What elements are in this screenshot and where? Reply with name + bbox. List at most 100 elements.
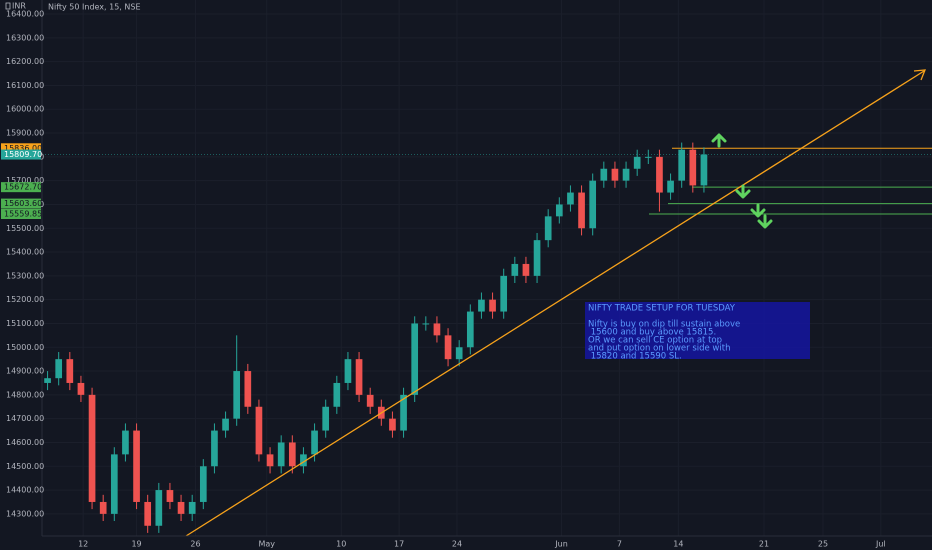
candle-body	[344, 359, 352, 383]
y-tick-label: 15100.00	[6, 319, 44, 328]
y-tick-label: 14500.00	[6, 462, 44, 471]
x-tick-label: 25	[818, 540, 828, 549]
candle-body	[322, 406, 330, 431]
y-tick-label: 14900.00	[6, 367, 44, 376]
candle-body	[433, 323, 441, 336]
candle-body	[644, 156, 652, 158]
y-tick-label: 15900.00	[6, 129, 44, 138]
candle-body	[689, 149, 697, 186]
candle-body	[389, 418, 396, 431]
candle-body	[500, 275, 508, 312]
price-labels: 15836.00 15672.70 15603.60 15559.85 15809.70	[1, 143, 42, 220]
y-tick-label: 16400.00	[6, 10, 44, 19]
candle-body	[700, 154, 708, 186]
candle-body	[255, 406, 263, 455]
annotation-line: Nifty is buy on dip till sustain above	[588, 320, 740, 330]
last-price-label: 15809.70	[4, 150, 42, 159]
x-tick-label: 26	[190, 540, 200, 549]
annotation-line: 15600 and buy above 15815.	[588, 328, 716, 338]
y-tick-label: 15300.00	[6, 271, 44, 280]
candle-body	[522, 263, 530, 276]
candle-body	[55, 359, 63, 379]
candle-body	[555, 204, 563, 217]
annotation-box	[585, 302, 810, 359]
candle-body	[578, 192, 585, 229]
level-label: 15559.85	[4, 210, 42, 219]
candle-body	[288, 442, 296, 467]
level-label-box	[1, 198, 41, 209]
y-tick-label: 15700.00	[6, 176, 44, 185]
annotation-line: 15820 and 15590 SL.	[588, 352, 682, 362]
y-tick-label: 15200.00	[6, 295, 44, 304]
candle-body	[544, 216, 552, 241]
signal-arrows	[711, 133, 773, 229]
candle-body	[311, 430, 318, 455]
x-tick-label: 14	[673, 540, 683, 549]
y-tick-label: 15400.00	[6, 248, 44, 257]
candle-body	[400, 394, 407, 431]
trend-arrowhead	[913, 69, 926, 81]
x-tick-label: 21	[759, 540, 769, 549]
candle-body	[589, 180, 597, 229]
candle-body	[222, 418, 229, 431]
y-tick-label: 16100.00	[6, 81, 44, 90]
y-tick-label: 16200.00	[6, 57, 44, 66]
level-label-box	[1, 182, 41, 193]
candle-body	[366, 394, 374, 407]
x-tick-label: Jun	[554, 540, 568, 549]
x-tick-label: 7	[617, 540, 622, 549]
candle-body	[110, 454, 118, 514]
trend-line	[185, 70, 925, 537]
candle-body	[188, 501, 196, 514]
candle-body	[333, 382, 341, 407]
y-tick-label: 14600.00	[6, 438, 44, 447]
currency-icon	[5, 2, 11, 10]
y-tick-label: 15000.00	[6, 343, 44, 352]
candle-body	[411, 323, 419, 395]
candle-body	[88, 394, 96, 502]
level-label: 15836.00	[4, 144, 42, 153]
candle-body	[233, 371, 241, 419]
candles	[44, 142, 708, 533]
candle-body	[622, 168, 630, 181]
x-tick-label: 12	[78, 540, 88, 549]
y-tick-label: 15500.00	[6, 224, 44, 233]
candle-body	[122, 430, 129, 455]
level-label-box	[1, 143, 41, 154]
y-tick-label: 16300.00	[6, 33, 44, 42]
candle-body	[66, 359, 74, 383]
chart-title: Nifty 50 Index, 15, NSE	[48, 3, 141, 12]
last-price-box	[1, 149, 41, 160]
x-tick-label: 17	[394, 540, 404, 549]
annotation-lines: Nifty is buy on dip till sustain above 1…	[588, 320, 740, 362]
y-tick-label: 14400.00	[6, 486, 44, 495]
candle-body	[678, 149, 686, 181]
candle-body	[455, 347, 463, 360]
candle-body	[133, 430, 140, 502]
candle-body	[177, 501, 185, 514]
annotation: NIFTY TRADE SETUP FOR TUESDAY Nifty is b…	[585, 302, 810, 362]
candle-body	[633, 156, 641, 169]
y-axis-panel	[0, 0, 42, 550]
level-label-box	[1, 209, 41, 220]
candle-body	[44, 378, 51, 383]
x-tick-label: 24	[452, 540, 462, 549]
level-label: 15603.60	[4, 199, 42, 208]
candle-body	[511, 263, 519, 276]
annotation-title: NIFTY TRADE SETUP FOR TUESDAY	[588, 304, 736, 314]
x-tick-label: Jul	[875, 540, 886, 549]
y-tick-label: 14700.00	[6, 414, 44, 423]
candle-body	[533, 240, 541, 276]
y-tick-label: 14800.00	[6, 390, 44, 399]
candle-body	[211, 430, 218, 467]
candle-body	[144, 501, 152, 526]
x-tick-label: May	[258, 540, 275, 549]
annotation-line: and put option on lower side with	[588, 344, 730, 354]
candle-body	[77, 382, 85, 395]
candle-body	[422, 323, 430, 325]
candle-body	[466, 311, 474, 348]
candle-body	[199, 466, 207, 502]
candle-body	[277, 442, 285, 467]
candle-body	[355, 359, 363, 395]
